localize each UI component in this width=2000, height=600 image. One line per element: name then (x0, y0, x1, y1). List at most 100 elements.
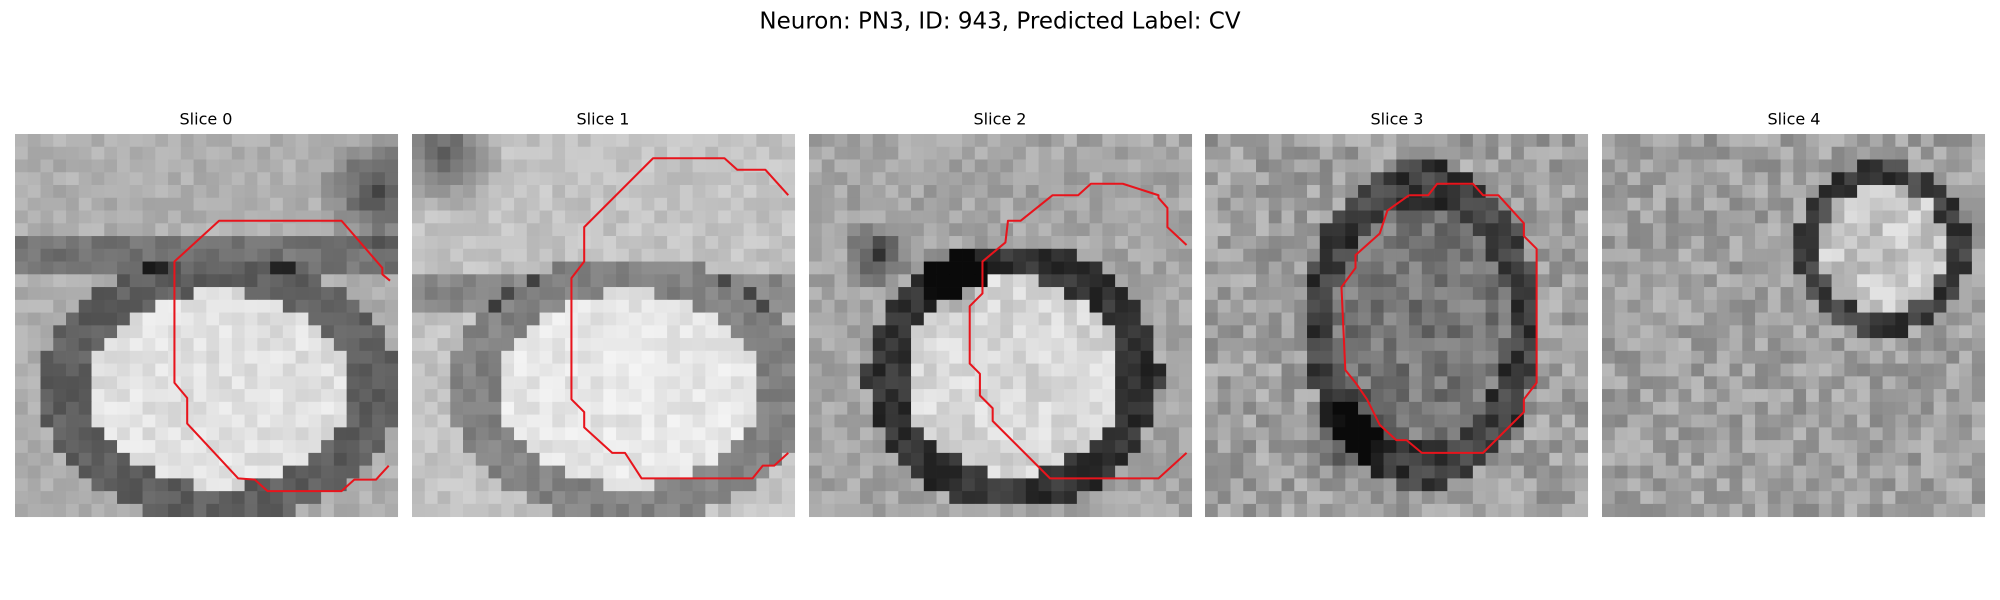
pixel (257, 223, 271, 237)
pixel (1523, 172, 1538, 186)
pixel (104, 440, 118, 454)
pixel (1434, 185, 1448, 199)
pixel (1472, 159, 1486, 173)
pixel (1920, 363, 1935, 377)
pixel (282, 185, 296, 199)
pixel (872, 197, 886, 211)
pixel (463, 350, 477, 364)
pixel (66, 503, 80, 518)
pixel (847, 172, 861, 186)
pixel (1844, 146, 1858, 160)
pixel (1627, 491, 1641, 505)
pixel (514, 414, 528, 428)
pixel (372, 185, 386, 199)
pixel (308, 197, 322, 211)
pixel (412, 414, 426, 428)
pixel (1627, 261, 1641, 275)
pixel (949, 146, 963, 160)
pixel (346, 478, 360, 492)
pixel (78, 312, 92, 326)
pixel (1089, 172, 1103, 186)
pixel (667, 223, 681, 237)
pixel (1511, 261, 1525, 275)
pixel (1869, 478, 1883, 492)
pixel (15, 503, 29, 518)
pixel (1217, 210, 1231, 224)
pixel (1307, 261, 1321, 275)
pixel (1653, 503, 1667, 518)
pixel (1818, 478, 1832, 492)
pixel (412, 503, 426, 518)
pixel (333, 185, 348, 199)
pixel (743, 185, 757, 199)
pixel (1153, 197, 1167, 211)
pixel (117, 414, 131, 428)
pixel (987, 197, 1001, 211)
pixel (1971, 376, 1986, 390)
pixel (1895, 465, 1909, 479)
pixel (1536, 261, 1550, 275)
pixel (1281, 261, 1295, 275)
pixel (756, 401, 770, 415)
pixel (923, 491, 937, 505)
pixel (667, 325, 681, 339)
pixel (1716, 248, 1730, 262)
pixel (962, 146, 976, 160)
pixel (962, 363, 976, 377)
pixel (1511, 134, 1525, 148)
pixel (1640, 376, 1654, 390)
pixel (743, 503, 757, 518)
pixel (1076, 350, 1090, 364)
pixel (1523, 197, 1538, 211)
pixel (1038, 146, 1052, 160)
pixel (628, 299, 642, 313)
pixel (1421, 134, 1435, 148)
pixel (1844, 261, 1858, 275)
pixel (244, 363, 258, 377)
pixel (412, 338, 426, 352)
pixel (756, 299, 770, 313)
pixel (1946, 350, 1960, 364)
pixel (603, 325, 617, 339)
pixel (1396, 287, 1410, 301)
pixel (282, 312, 296, 326)
pixel (1383, 159, 1397, 173)
pixel (180, 159, 194, 173)
pixel (270, 185, 284, 199)
pixel (834, 236, 848, 250)
pixel (15, 414, 29, 428)
pixel (526, 248, 540, 262)
pixel (372, 287, 386, 301)
pixel (412, 197, 426, 211)
pixel (295, 363, 309, 377)
pixel (692, 172, 706, 186)
pixel (1127, 363, 1142, 377)
pixel (1908, 338, 1922, 352)
pixel (142, 465, 156, 479)
pixel (1536, 197, 1550, 211)
pixel (1665, 401, 1679, 415)
pixel (1857, 185, 1871, 199)
pixel (1332, 414, 1346, 428)
pixel (1000, 465, 1014, 479)
pixel (1013, 325, 1027, 339)
pixel (1243, 350, 1257, 364)
pixel (66, 134, 80, 148)
pixel (40, 159, 54, 173)
pixel (1959, 299, 1973, 313)
pixel (1767, 389, 1781, 403)
pixel (1574, 503, 1589, 518)
pixel (1665, 338, 1679, 352)
pixel (1396, 185, 1410, 199)
pixel (1627, 172, 1641, 186)
pixel (1793, 287, 1807, 301)
pixel (616, 172, 630, 186)
pixel (603, 248, 617, 262)
pixel (1447, 134, 1461, 148)
pixel (1869, 414, 1883, 428)
pixel (718, 465, 732, 479)
pixel (1102, 197, 1116, 211)
pixel (1140, 223, 1154, 237)
pixel (1562, 299, 1576, 313)
pixel (1230, 414, 1244, 428)
